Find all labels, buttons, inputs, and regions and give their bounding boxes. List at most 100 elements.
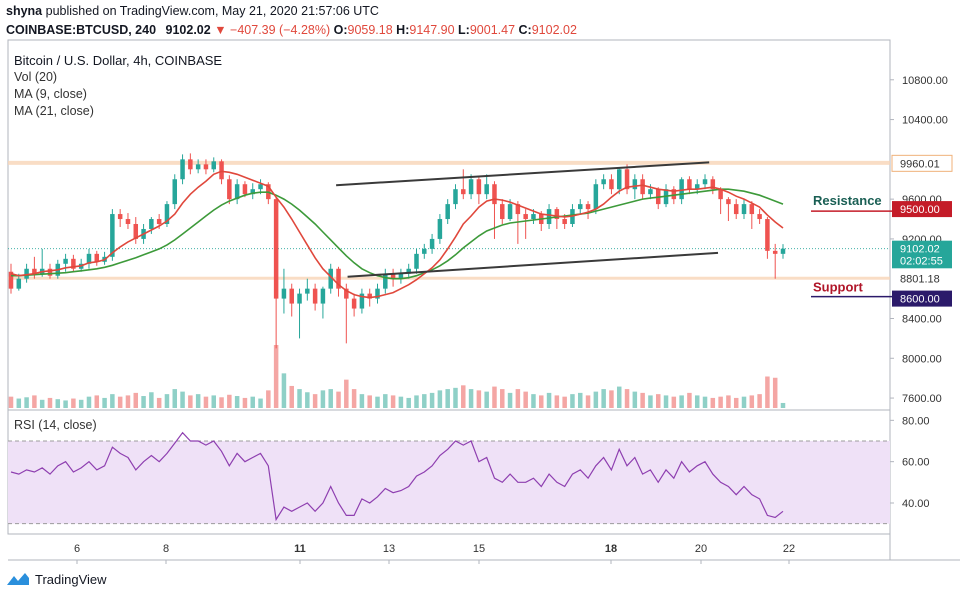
last-price: 9102.02 [165,23,211,37]
time-tick-label: 11 [294,543,306,555]
price-tag-box [892,252,952,269]
candle-body [211,161,216,170]
candle-body [390,273,396,279]
volume-bar [180,391,185,408]
candle-body [258,184,263,190]
candle-body [24,268,29,279]
volume-bar [702,396,708,408]
volume-bar [640,392,645,408]
candle-body [523,214,528,220]
volume-bar [328,389,333,408]
volume-bar [468,389,474,408]
candle-body [453,189,458,205]
candle-body [188,159,193,170]
candle-body [476,179,482,195]
volume-bar [125,395,131,408]
rsi-tick-label: 60.00 [902,457,930,469]
candle-body [554,209,560,220]
volume-bar [500,389,505,408]
price-tag-box [892,201,952,218]
author-name[interactable]: shyna [6,4,43,18]
candle-body [726,199,731,205]
volume-bar [461,385,466,408]
volume-bar [281,373,287,408]
volume-bar [8,396,14,408]
candle-body [492,184,497,205]
candle-body [601,179,606,185]
symbol-line: COINBASE:BTCUSD, 240 9102.02 ▼ −407.39 (… [6,23,577,37]
down-arrow-icon: ▼ [214,23,227,37]
volume-bar [32,395,37,408]
low-label: L: [458,23,470,37]
low-value: 9001.47 [469,23,516,37]
volume-bar [63,400,68,408]
volume-bar [632,391,638,408]
price-tick-label: 8000.00 [902,353,942,365]
price-tag-label: 9500.00 [900,204,940,216]
candle-body [546,209,552,225]
candle-body [398,273,404,279]
volume-bar [289,385,294,408]
candle-body [578,204,583,210]
volume-bar [476,390,482,408]
close-value: 9102.02 [531,23,577,37]
volume-bar [258,398,263,408]
volume-bar [648,395,653,408]
candle-body [273,199,279,299]
candle-body [63,258,68,264]
volume-bar [390,395,396,408]
ma9-legend[interactable]: MA (9, close) [14,87,87,101]
publish-line: shyna published on TradingView.com, May … [6,4,379,18]
open-label: O: [333,23,348,37]
volume-bar [102,397,107,408]
candle-body [531,214,536,220]
vol-legend[interactable]: Vol (20) [14,70,58,84]
volume-bar [726,395,731,408]
rsi-legend[interactable]: RSI (14, close) [14,418,97,432]
candle-body [445,204,450,220]
volume-bar [234,396,240,408]
volume-bar [523,391,528,408]
resistance-zone [8,160,890,165]
high-label: H: [396,23,410,37]
tradingview-logo-icon [7,573,29,585]
volume-bar [554,395,560,408]
volume-bar [273,345,279,408]
volume-bar [546,392,552,408]
volume-bar [749,395,755,408]
tradingview-brand[interactable]: TradingView [6,571,107,587]
volume-bar [351,389,357,408]
volume-bar [55,399,61,408]
volume-bar [593,391,599,408]
candle-body [359,293,365,309]
ma21-legend[interactable]: MA (21, close) [14,104,94,118]
candle-body [289,288,294,304]
candle-body [609,179,614,190]
candle-body [772,250,778,254]
volume-bar [47,397,53,408]
volume-bar [663,395,669,408]
volume-bar [741,396,747,408]
volume-bar [110,394,115,408]
price-tick-label: 8400.00 [902,313,942,325]
volume-bar [359,394,365,408]
volume-bar [133,392,139,408]
candle-body [125,219,131,225]
channel-lower-line [347,251,719,278]
volume-bar [375,396,380,408]
open-value: 9059.18 [347,23,393,37]
volume-bar [78,399,84,408]
volume-bar [94,395,100,408]
candle-body [281,288,287,299]
volume-bar [687,392,692,408]
brand-label: TradingView [35,571,107,587]
price-tag-label: 8600.00 [900,294,940,306]
candle-body [461,189,466,195]
volume-bar [429,392,435,408]
high-value: 9147.90 [409,23,455,37]
rsi-line [10,431,784,522]
candle-body [757,214,762,220]
price-tick-label: 7600.00 [902,393,942,405]
candle-body [718,189,723,200]
